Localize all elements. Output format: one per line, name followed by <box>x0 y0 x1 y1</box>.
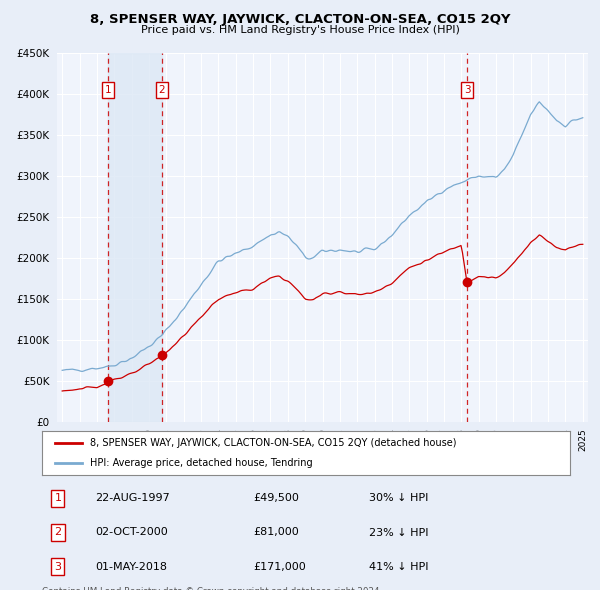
Text: 1: 1 <box>55 493 61 503</box>
Text: 01-MAY-2018: 01-MAY-2018 <box>95 562 167 572</box>
Text: 8, SPENSER WAY, JAYWICK, CLACTON-ON-SEA, CO15 2QY (detached house): 8, SPENSER WAY, JAYWICK, CLACTON-ON-SEA,… <box>89 438 456 448</box>
Text: £49,500: £49,500 <box>253 493 299 503</box>
Text: 3: 3 <box>464 85 470 95</box>
Text: 3: 3 <box>55 562 61 572</box>
Text: £81,000: £81,000 <box>253 527 299 537</box>
Text: 2: 2 <box>54 527 61 537</box>
Text: 8, SPENSER WAY, JAYWICK, CLACTON-ON-SEA, CO15 2QY: 8, SPENSER WAY, JAYWICK, CLACTON-ON-SEA,… <box>90 13 510 26</box>
Text: 23% ↓ HPI: 23% ↓ HPI <box>370 527 429 537</box>
Text: 30% ↓ HPI: 30% ↓ HPI <box>370 493 429 503</box>
Text: 41% ↓ HPI: 41% ↓ HPI <box>370 562 429 572</box>
Text: Price paid vs. HM Land Registry's House Price Index (HPI): Price paid vs. HM Land Registry's House … <box>140 25 460 35</box>
Text: 2: 2 <box>158 85 165 95</box>
Text: Contains HM Land Registry data © Crown copyright and database right 2024.: Contains HM Land Registry data © Crown c… <box>42 587 382 590</box>
Text: HPI: Average price, detached house, Tendring: HPI: Average price, detached house, Tend… <box>89 458 312 468</box>
Bar <box>108 53 162 422</box>
Text: 22-AUG-1997: 22-AUG-1997 <box>95 493 170 503</box>
Text: 1: 1 <box>105 85 112 95</box>
Text: 02-OCT-2000: 02-OCT-2000 <box>95 527 167 537</box>
Text: £171,000: £171,000 <box>253 562 306 572</box>
